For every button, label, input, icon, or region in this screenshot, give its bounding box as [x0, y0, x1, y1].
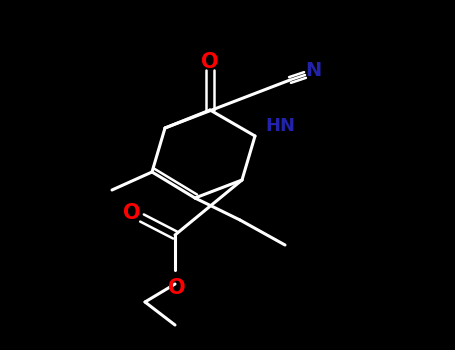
- Text: O: O: [201, 52, 219, 72]
- Text: N: N: [305, 61, 321, 79]
- Text: O: O: [168, 278, 186, 298]
- Text: O: O: [123, 203, 141, 223]
- Text: HN: HN: [265, 117, 295, 135]
